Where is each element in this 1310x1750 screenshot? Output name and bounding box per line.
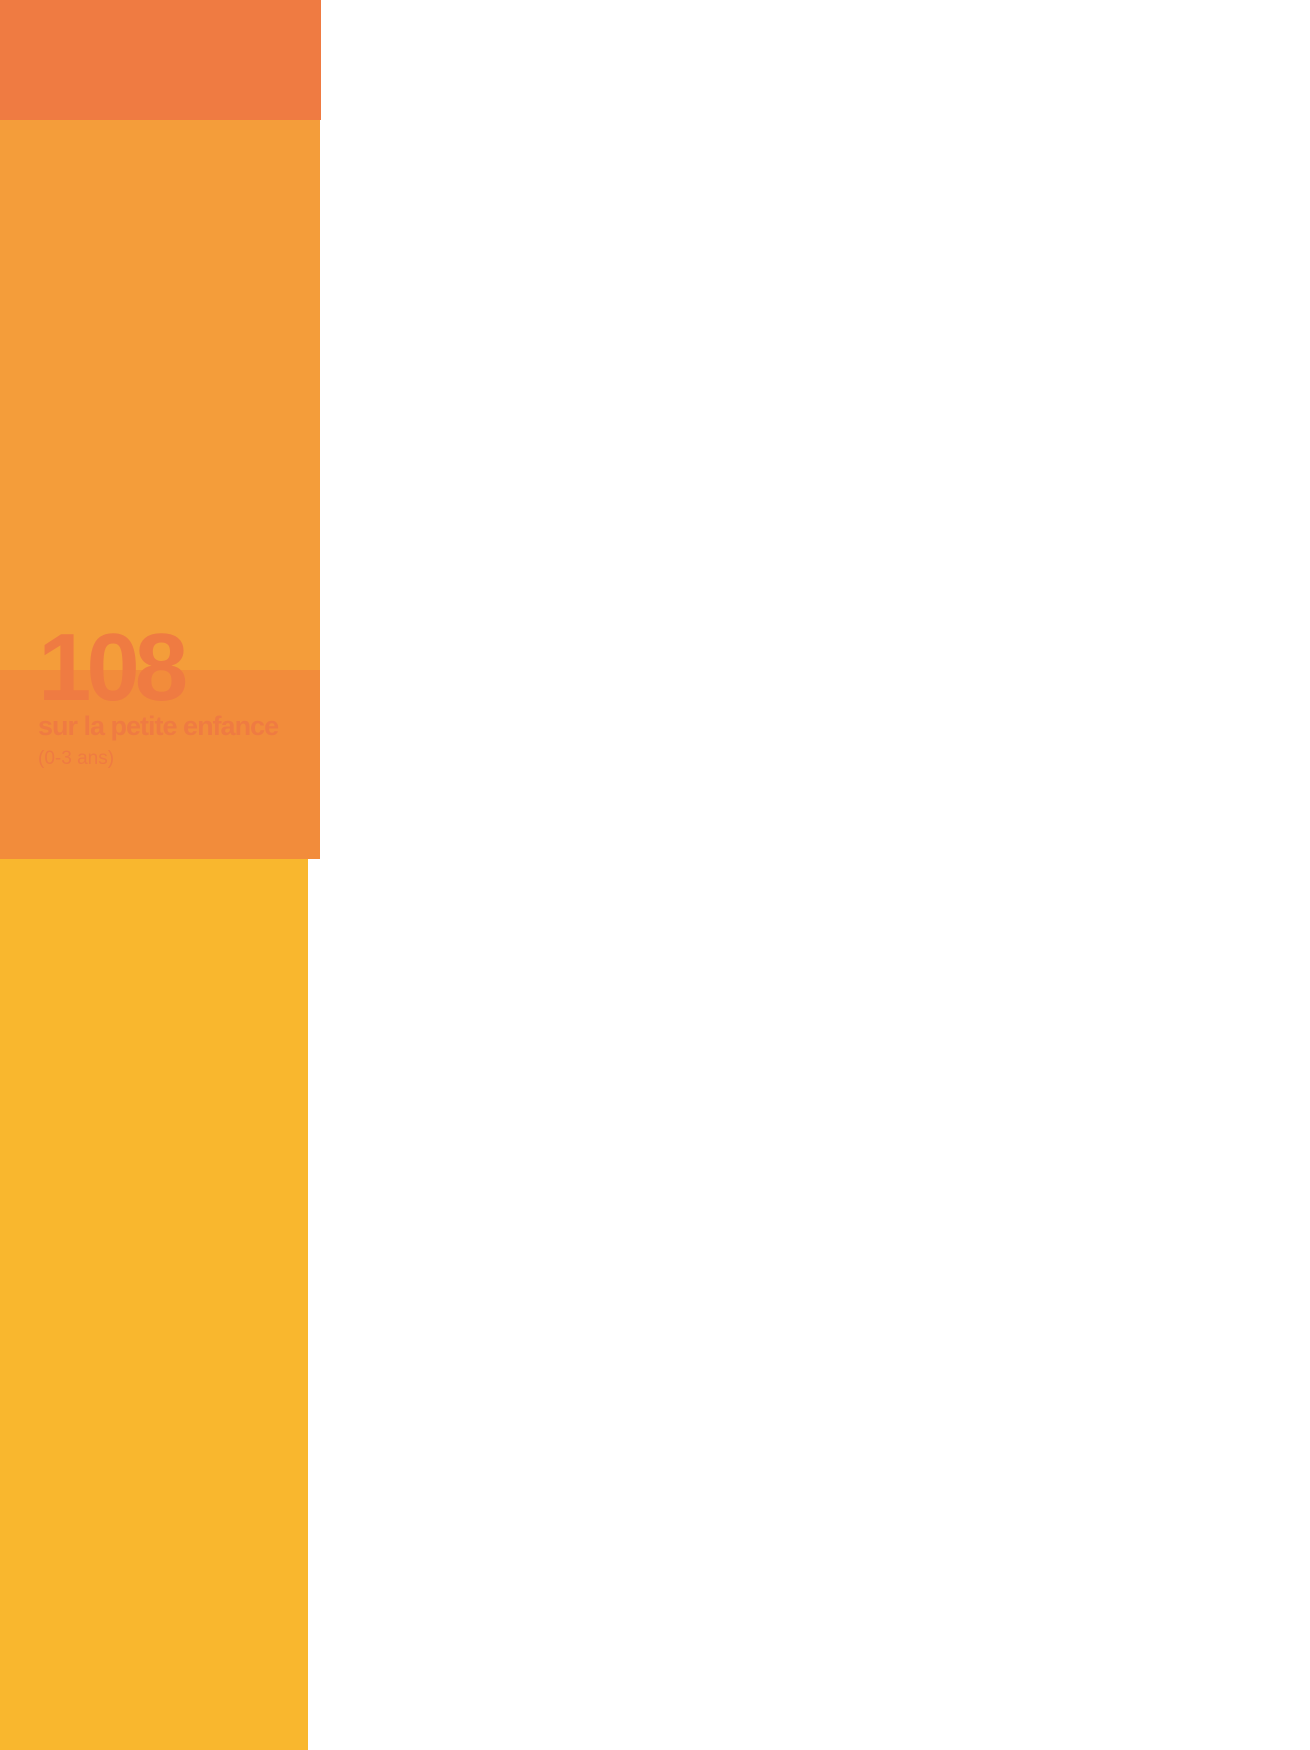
bar (0, 858, 308, 1750)
category-label: secteur jeunesse (694, 845, 959, 874)
category-text: secteur jeunesse (694, 844, 898, 875)
bar (0, 0, 321, 120)
category-note: (0-3 ans) (38, 748, 115, 769)
category-text: sur le secteur adultes/familles/seniors (1020, 141, 1303, 201)
bar-label: 495 secteur enfance (périscolaires, ACM, … (348, 386, 668, 545)
value-label: 802 (1020, 44, 1170, 152)
bar-label: 108 sur la petite enfance (0-3 ans) (20, 614, 341, 773)
value-label: 108 (38, 614, 188, 721)
category-note: (périscolaires, ACM, etc.) (366, 520, 579, 541)
value-label: 170 (694, 747, 844, 855)
category-label: secteur enfance (périscolaires, ACM, etc… (366, 484, 631, 545)
category-label: sur le secteur adultes/familles/seniors (1020, 142, 1303, 201)
category-text: secteur enfance (366, 483, 558, 513)
value-label: 495 (366, 386, 516, 493)
bar (0, 120, 320, 670)
category-text: sur la petite enfance (38, 711, 279, 741)
bar (0, 670, 320, 859)
bar-label: 170 secteur jeunesse (676, 747, 996, 874)
bar-label: 802 sur le secteur adultes/familles/senio… (1002, 44, 1310, 201)
category-label: sur la petite enfance (0-3 ans) (38, 712, 303, 773)
